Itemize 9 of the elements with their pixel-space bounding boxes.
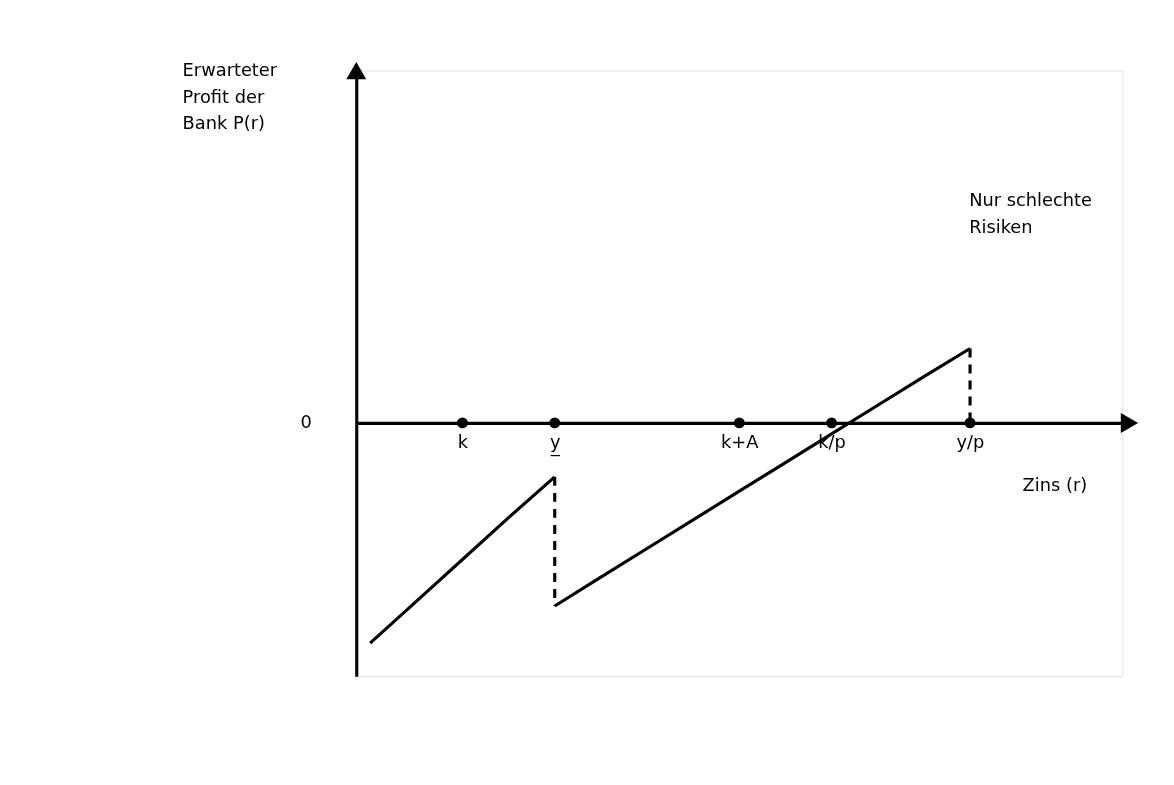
x-tick-label: y̲: [549, 431, 561, 458]
x-tick-label: y/p: [956, 431, 985, 453]
x-tick-label: k: [457, 431, 469, 453]
text: Erwarteter Profit der Bank P(r): [182, 58, 278, 134]
text: 0: [300, 411, 312, 433]
x-axis-title: Zins (r): [1022, 474, 1088, 496]
text: Nur schlechte Risiken: [969, 188, 1092, 237]
x-tick-label: k+A: [721, 431, 760, 453]
x-tick-label: k/p: [818, 431, 846, 453]
